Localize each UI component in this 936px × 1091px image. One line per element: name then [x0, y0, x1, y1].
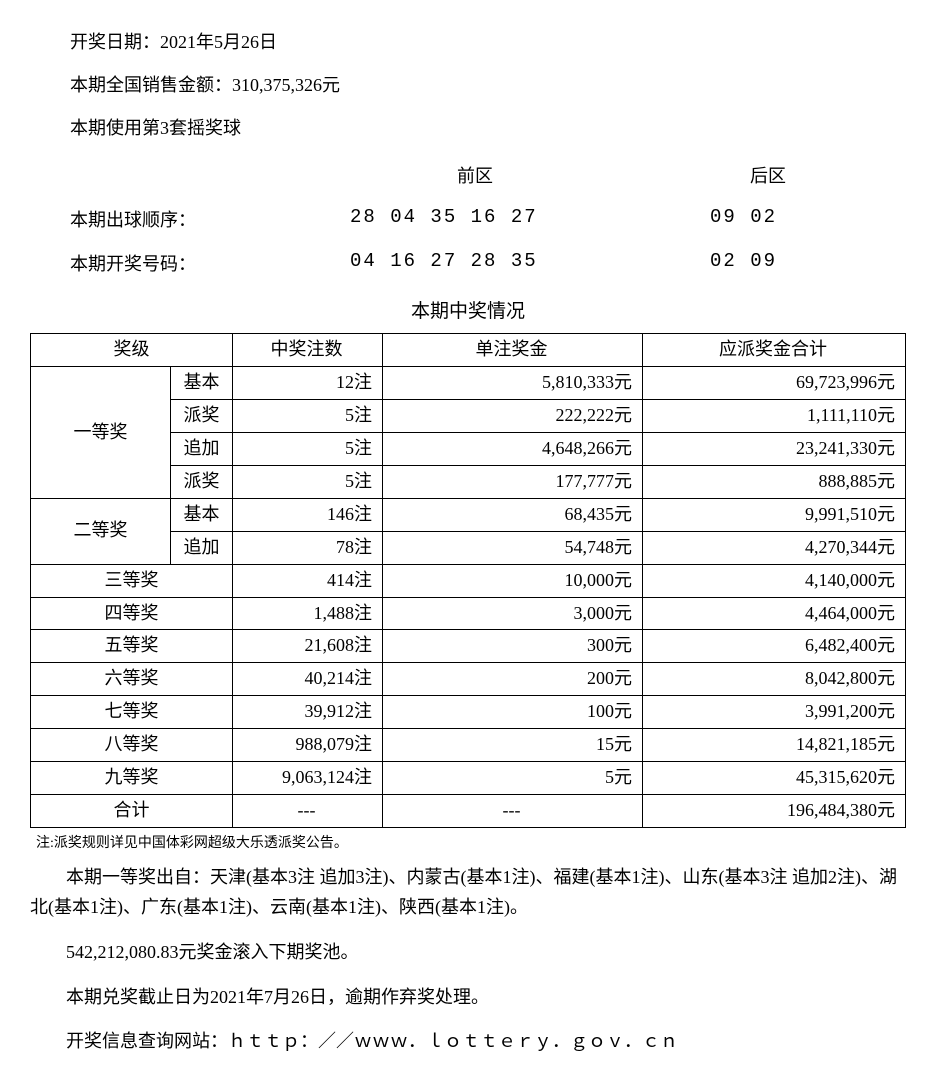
deadline-paragraph: 本期兑奖截止日为2021年7月26日，逾期作弃奖处理。 [30, 982, 906, 1013]
total-prize: --- [383, 794, 643, 827]
table-row: 三等奖414注10,000元4,140,000元 [31, 564, 906, 597]
tier-name: 七等奖 [31, 696, 233, 729]
tier-prize: 3,000元 [383, 597, 643, 630]
footnote: 注:派奖规则详见中国体彩网超级大乐透派奖公告。 [36, 832, 906, 852]
header-count: 中奖注数 [233, 334, 383, 367]
total-total: 196,484,380元 [643, 794, 906, 827]
tier1-sub: 基本 [171, 367, 233, 400]
tier-name: 五等奖 [31, 630, 233, 663]
tier-count: 414注 [233, 564, 383, 597]
total-count: --- [233, 794, 383, 827]
tier-name: 三等奖 [31, 564, 233, 597]
tier-prize: 200元 [383, 663, 643, 696]
tier-name: 六等奖 [31, 663, 233, 696]
winning-numbers-row: 本期开奖号码： 04 16 27 28 35 02 09 [30, 250, 906, 276]
table-row: 八等奖988,079注15元14,821,185元 [31, 729, 906, 762]
draw-order-row: 本期出球顺序： 28 04 35 16 27 09 02 [30, 206, 906, 232]
tier-prize: 5元 [383, 761, 643, 794]
table-row: 二等奖 基本 146注 68,435元 9,991,510元 [31, 498, 906, 531]
table-row: 七等奖39,912注100元3,991,200元 [31, 696, 906, 729]
draw-order-back: 09 02 [630, 206, 906, 232]
tier-count: 39,912注 [233, 696, 383, 729]
draw-date-label: 开奖日期： [70, 32, 160, 52]
sales-label: 本期全国销售金额： [70, 75, 232, 95]
rollover-paragraph: 542,212,080.83元奖金滚入下期奖池。 [30, 937, 906, 968]
tier-total: 8,042,800元 [643, 663, 906, 696]
sales-value: 310,375,326元 [232, 75, 340, 95]
tier-count: 40,214注 [233, 663, 383, 696]
tier-name: 九等奖 [31, 761, 233, 794]
tier-prize: 100元 [383, 696, 643, 729]
winners-paragraph: 本期一等奖出自：天津(基本3注 追加3注)、内蒙古(基本1注)、福建(基本1注)… [30, 862, 906, 923]
table-header-row: 奖级 中奖注数 单注奖金 应派奖金合计 [31, 334, 906, 367]
front-area-label: 前区 [320, 162, 630, 188]
table-row: 四等奖1,488注3,000元4,464,000元 [31, 597, 906, 630]
tier1-total: 69,723,996元 [643, 367, 906, 400]
tier1-count: 12注 [233, 367, 383, 400]
total-name: 合计 [31, 794, 233, 827]
prize-table: 奖级 中奖注数 单注奖金 应派奖金合计 一等奖 基本 12注 5,810,333… [30, 333, 906, 827]
table-title: 本期中奖情况 [30, 296, 906, 323]
tier-count: 1,488注 [233, 597, 383, 630]
winning-back: 02 09 [630, 250, 906, 276]
header-level: 奖级 [31, 334, 233, 367]
draw-order-front: 28 04 35 16 27 [320, 206, 630, 232]
tier-count: 9,063,124注 [233, 761, 383, 794]
tier-total: 4,464,000元 [643, 597, 906, 630]
winning-front: 04 16 27 28 35 [320, 250, 630, 276]
tier-total: 45,315,620元 [643, 761, 906, 794]
draw-order-label: 本期出球顺序： [30, 206, 320, 232]
website-paragraph: 开奖信息查询网站：ｈｔｔｐ：／／ｗｗｗ．ｌｏｔｔｅｒｙ．ｇｏｖ．ｃｎ [30, 1026, 906, 1057]
tier1-name: 一等奖 [31, 367, 171, 499]
tier-name: 八等奖 [31, 729, 233, 762]
numbers-section: 前区 后区 本期出球顺序： 28 04 35 16 27 09 02 本期开奖号… [30, 162, 906, 276]
tier-total: 3,991,200元 [643, 696, 906, 729]
tier-count: 988,079注 [233, 729, 383, 762]
tier-prize: 300元 [383, 630, 643, 663]
tier2-name: 二等奖 [31, 498, 171, 564]
table-row: 六等奖40,214注200元8,042,800元 [31, 663, 906, 696]
table-row: 五等奖21,608注300元6,482,400元 [31, 630, 906, 663]
draw-date-line: 开奖日期：2021年5月26日 [70, 28, 906, 57]
tier-name: 四等奖 [31, 597, 233, 630]
header-total: 应派奖金合计 [643, 334, 906, 367]
table-total-row: 合计 --- --- 196,484,380元 [31, 794, 906, 827]
numbers-column-header: 前区 后区 [30, 162, 906, 188]
table-row: 九等奖9,063,124注5元45,315,620元 [31, 761, 906, 794]
draw-date-value: 2021年5月26日 [160, 32, 277, 52]
tier1-prize: 5,810,333元 [383, 367, 643, 400]
winning-label: 本期开奖号码： [30, 250, 320, 276]
header-unit-prize: 单注奖金 [383, 334, 643, 367]
table-row: 一等奖 基本 12注 5,810,333元 69,723,996元 [31, 367, 906, 400]
sales-line: 本期全国销售金额：310,375,326元 [70, 71, 906, 100]
tier-prize: 10,000元 [383, 564, 643, 597]
tier-total: 14,821,185元 [643, 729, 906, 762]
tier-total: 4,140,000元 [643, 564, 906, 597]
tier-prize: 15元 [383, 729, 643, 762]
tier-total: 6,482,400元 [643, 630, 906, 663]
ball-set-line: 本期使用第3套摇奖球 [70, 114, 906, 143]
back-area-label: 后区 [630, 162, 906, 188]
tier-count: 21,608注 [233, 630, 383, 663]
